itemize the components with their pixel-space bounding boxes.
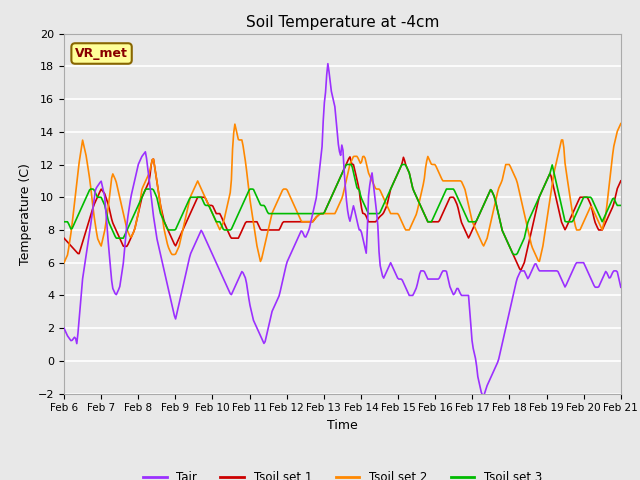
- Text: VR_met: VR_met: [75, 47, 128, 60]
- Title: Soil Temperature at -4cm: Soil Temperature at -4cm: [246, 15, 439, 30]
- X-axis label: Time: Time: [327, 419, 358, 432]
- Legend: Tair, Tsoil set 1, Tsoil set 2, Tsoil set 3: Tair, Tsoil set 1, Tsoil set 2, Tsoil se…: [138, 466, 547, 480]
- Y-axis label: Temperature (C): Temperature (C): [19, 163, 32, 264]
